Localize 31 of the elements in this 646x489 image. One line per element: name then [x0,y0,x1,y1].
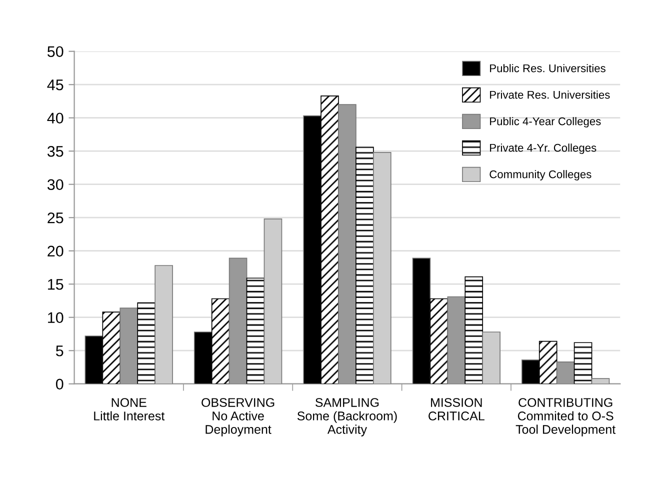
legend-label: Community Colleges [490,170,592,180]
bar [574,342,592,384]
bar [591,378,610,384]
y-tick-label: 40 [47,112,64,124]
bar [482,332,500,384]
y-tick-label: 20 [48,246,64,257]
legend-label: Public Res. Universities [490,64,606,72]
bar [264,218,282,384]
bar [154,265,173,384]
y-tick-label: 10 [48,312,64,324]
bar [137,302,156,384]
bar [373,152,392,384]
bar [246,278,265,384]
legend-label: Private 4-Yr. Colleges [490,144,596,154]
y-tick-label: 25 [48,212,64,224]
x-tick-label: SAMPLING Some (Backroom) Activity [297,398,397,436]
legend-label: Public 4-Year Colleges [490,117,601,128]
y-tick-label: 30 [47,179,64,190]
x-tick-label: NONE Little Interest [94,398,165,420]
x-tick-label: OBSERVING No Active Deployment [202,398,274,436]
y-tick-label: 50 [47,46,64,58]
y-tick-label: 45 [47,80,64,90]
x-tick-label: CONTRIBUTING Commited to O-S Tool Development [516,398,616,436]
x-tick-label: MISSION CRITICAL [428,398,484,420]
y-tick-label: 5 [56,346,64,356]
y-tick-label: 35 [47,146,64,157]
y-tick-label: 0 [56,378,64,390]
y-tick-label: 15 [48,279,64,290]
legend-label: Private Res. Universities [490,90,610,99]
bar [464,276,484,384]
bar [356,146,374,384]
